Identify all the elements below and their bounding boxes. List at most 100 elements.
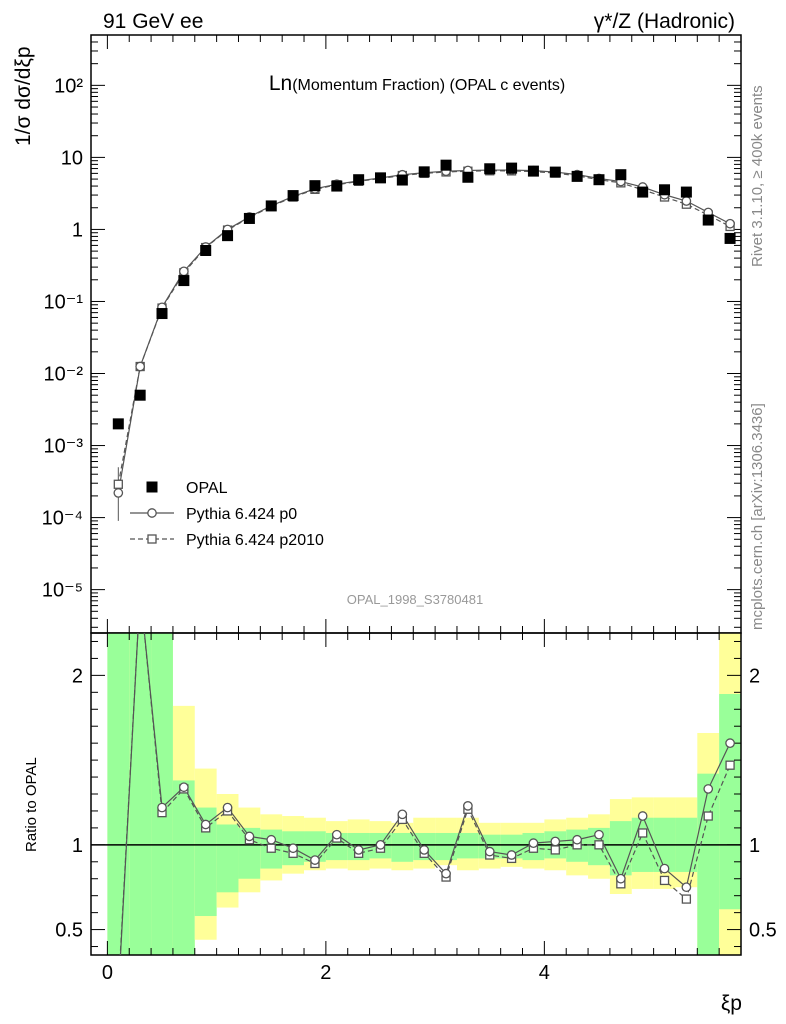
legend-label: Pythia 6.424 p0 — [186, 506, 297, 523]
rivet-label: Rivet 3.1.10, ≥ 400k events — [749, 85, 766, 267]
mc-marker — [725, 218, 735, 229]
data-point — [506, 162, 518, 174]
chart-title-rest: (Momentum Fraction) (OPAL c events) — [292, 77, 565, 94]
ratio-marker — [266, 834, 277, 845]
mc-marker — [681, 196, 692, 206]
data-point — [243, 212, 255, 224]
ratio-marker — [441, 868, 451, 879]
ratio-marker — [637, 811, 648, 821]
data-point — [571, 170, 583, 182]
data-point — [418, 166, 430, 178]
y-tick-label: 10² — [54, 75, 83, 97]
band-inner — [697, 773, 720, 955]
x-tick-label: 4 — [539, 962, 550, 984]
ratio-marker — [725, 760, 735, 770]
legend-label: OPAL — [186, 480, 228, 497]
band-inner — [719, 694, 741, 910]
band-inner — [129, 633, 152, 955]
data-point — [331, 180, 343, 192]
band-inner — [456, 832, 479, 859]
data-point — [374, 172, 386, 184]
y-tick-label: 1 — [72, 219, 83, 241]
header-right: γ*/Z (Hadronic) — [594, 10, 735, 33]
lower-y-axis-label: Ratio to OPAL — [23, 757, 40, 852]
mc-marker — [113, 488, 124, 498]
ratio-marker — [638, 828, 648, 838]
ratio-marker — [550, 836, 561, 847]
x-axis-label: ξp — [721, 992, 742, 1015]
data-point — [200, 244, 212, 256]
y-tick-label: 10⁻³ — [44, 436, 84, 458]
band-inner — [194, 807, 217, 917]
analysis-id: OPAL_1998_S3780481 — [347, 592, 483, 607]
ratio-marker — [288, 843, 298, 854]
ratio-y-tick-label-right: 1 — [749, 835, 760, 857]
y-tick-label: 10⁻⁵ — [42, 580, 83, 602]
data-point — [615, 169, 627, 181]
ratio-marker — [244, 831, 255, 842]
ratio-marker — [506, 850, 517, 860]
band-inner — [172, 780, 195, 955]
data-point — [353, 174, 365, 186]
ratio-marker — [179, 782, 189, 793]
ratio-marker — [310, 855, 320, 865]
ratio-y-tick-label: 2 — [72, 665, 83, 687]
ratio-marker — [331, 829, 342, 840]
band-inner — [435, 832, 457, 861]
ratio-marker — [528, 838, 539, 848]
ratio-marker — [222, 802, 233, 813]
chart-marks: OPAL Pythia 6.424 p0 Pythia 6.424 p2010 — [112, 159, 736, 955]
ratio-marker — [572, 834, 582, 845]
data-point — [659, 184, 671, 196]
ratio-marker — [615, 873, 626, 884]
y-tick-label: 10⁻¹ — [44, 291, 84, 313]
series-line-open-circle — [117, 169, 731, 494]
legend-marker — [147, 534, 157, 544]
upper-y-axis-label: 1/σ dσ/dξp — [12, 46, 35, 146]
mc-marker — [135, 361, 146, 372]
ratio-marker — [594, 829, 604, 840]
y-tick-label: 10⁻² — [44, 364, 84, 386]
data-point — [440, 159, 452, 171]
ratio-marker — [375, 839, 386, 850]
data-point — [462, 171, 474, 183]
ratio-marker — [681, 894, 692, 904]
ratio-marker — [266, 843, 276, 853]
y-tick-label: 10 — [61, 147, 83, 169]
ratio-marker — [659, 863, 670, 874]
data-point — [396, 174, 408, 186]
data-point — [287, 190, 299, 202]
data-point — [265, 200, 277, 212]
legend-marker — [147, 508, 157, 518]
legend-label: Pythia 6.424 p2010 — [186, 532, 324, 549]
ratio-marker — [703, 784, 714, 794]
header-left: 91 GeV ee — [103, 10, 203, 33]
x-tick-label: 2 — [320, 962, 331, 984]
data-point — [724, 232, 736, 244]
data-point — [134, 389, 146, 401]
site-label: mcplots.cern.ch [arXiv:1306.3436] — [749, 403, 766, 630]
mc-marker — [179, 266, 189, 277]
ratio-marker — [419, 845, 430, 855]
ratio-marker — [463, 801, 473, 811]
mc-marker — [113, 479, 123, 489]
data-point — [549, 166, 561, 178]
series-line-open-square — [117, 170, 731, 485]
ratio-y-tick-label-right: 2 — [749, 665, 760, 687]
ratio-marker — [550, 845, 560, 855]
data-point — [527, 165, 539, 177]
data-point — [156, 308, 168, 320]
ratio-marker — [200, 819, 211, 830]
legend-marker — [146, 481, 158, 493]
upper-plot-area: 10² 10 1 10⁻¹ 10⁻² 10⁻³ 10⁻⁴ 10⁻⁵ — [42, 34, 742, 634]
ratio-series — [119, 633, 735, 955]
data-point — [593, 174, 605, 186]
data-point — [680, 186, 692, 198]
ratio-marker — [594, 840, 604, 850]
ratio-y-tick-label: 0.5 — [55, 920, 83, 942]
ratio-marker — [397, 809, 408, 820]
ratio-marker — [157, 802, 167, 813]
data-point — [484, 163, 496, 175]
ratio-marker — [353, 845, 364, 855]
